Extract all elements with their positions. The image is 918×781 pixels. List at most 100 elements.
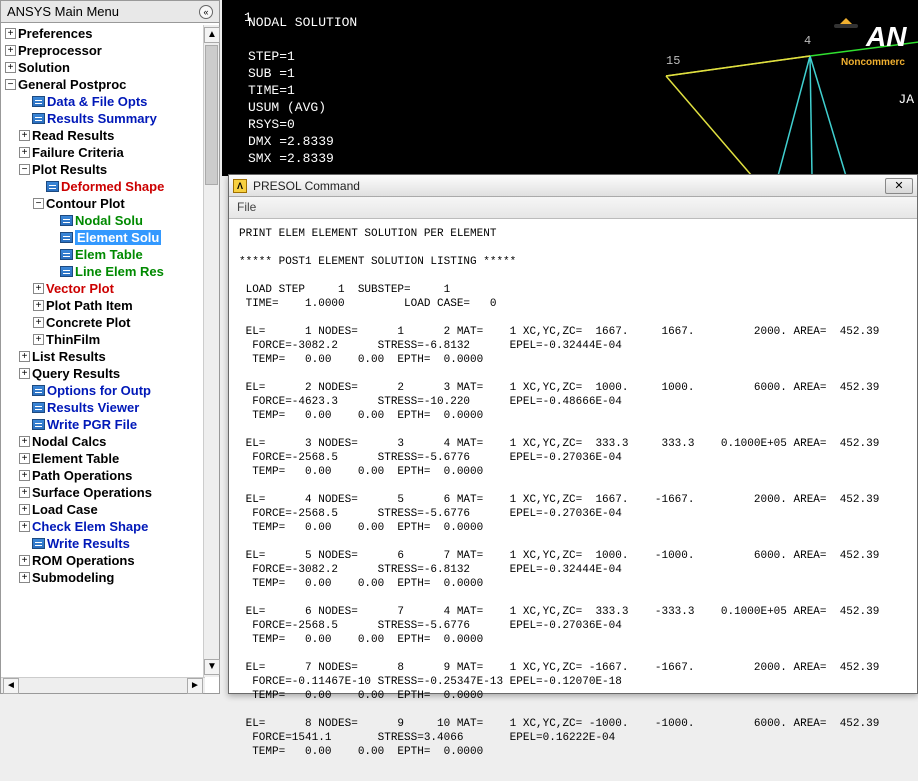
dialog-icon — [32, 538, 45, 549]
tree-item-label: Solution — [18, 60, 70, 75]
close-button[interactable]: ✕ — [885, 178, 913, 194]
menu-hscrollbar[interactable] — [1, 677, 205, 693]
tree-item[interactable]: +ROM Operations — [1, 552, 219, 569]
tree-item-label: Plot Path Item — [46, 298, 133, 313]
tree-item-label: Surface Operations — [32, 485, 152, 500]
expand-icon[interactable]: + — [5, 62, 16, 73]
tree-item[interactable]: Element Solu — [1, 229, 219, 246]
tree-item-label: Preferences — [18, 26, 92, 41]
expand-icon[interactable]: + — [19, 521, 30, 532]
expand-icon[interactable]: + — [19, 147, 30, 158]
tree-item-label: Concrete Plot — [46, 315, 131, 330]
tree-item[interactable]: −General Postproc — [1, 76, 219, 93]
tree-item[interactable]: Deformed Shape — [1, 178, 219, 195]
logo-text: AN — [865, 21, 907, 52]
expand-icon[interactable]: + — [19, 436, 30, 447]
tree-item[interactable]: +Element Table — [1, 450, 219, 467]
tree-item[interactable]: Write Results — [1, 535, 219, 552]
right-text: JA — [898, 92, 914, 107]
tree-item-label: ROM Operations — [32, 553, 135, 568]
tree-item-label: Data & File Opts — [47, 94, 147, 109]
expand-icon[interactable]: + — [19, 368, 30, 379]
tree-item-label: Nodal Calcs — [32, 434, 106, 449]
tree-item[interactable]: −Plot Results — [1, 161, 219, 178]
tree-item-label: Path Operations — [32, 468, 132, 483]
file-menu[interactable]: File — [237, 200, 256, 214]
tree-item[interactable]: +Solution — [1, 59, 219, 76]
dialog-icon — [32, 113, 45, 124]
menu-vscrollbar[interactable] — [203, 25, 219, 677]
dialog-icon — [32, 385, 45, 396]
tree-item[interactable]: +List Results — [1, 348, 219, 365]
expand-icon[interactable]: + — [5, 28, 16, 39]
expand-icon[interactable]: + — [19, 470, 30, 481]
dialog-icon — [60, 266, 73, 277]
tree-item[interactable]: Results Summary — [1, 110, 219, 127]
tree-item[interactable]: Options for Outp — [1, 382, 219, 399]
tree-item-label: Load Case — [32, 502, 98, 517]
tree-item[interactable]: +Surface Operations — [1, 484, 219, 501]
tree-item-label: Preprocessor — [18, 43, 102, 58]
tree-item[interactable]: +Path Operations — [1, 467, 219, 484]
expand-icon[interactable]: + — [33, 283, 44, 294]
tree-item[interactable]: Results Viewer — [1, 399, 219, 416]
tree-item-label: Nodal Solu — [75, 213, 143, 228]
expand-icon[interactable]: + — [33, 317, 44, 328]
expand-icon[interactable]: + — [33, 334, 44, 345]
expand-icon[interactable]: + — [33, 300, 44, 311]
tree-item-label: Plot Results — [32, 162, 107, 177]
presol-window: Λ PRESOL Command ✕ File PRINT ELEM ELEME… — [228, 174, 918, 694]
logo-subtitle: Noncommerc — [832, 57, 914, 68]
tree-item[interactable]: Data & File Opts — [1, 93, 219, 110]
menu-tree: +Preferences+Preprocessor+Solution−Gener… — [1, 23, 219, 663]
tree-item-label: Check Elem Shape — [32, 519, 148, 534]
tree-item[interactable]: +Failure Criteria — [1, 144, 219, 161]
expand-icon[interactable]: + — [19, 572, 30, 583]
tree-item-label: Submodeling — [32, 570, 114, 585]
tree-item-label: Element Solu — [75, 230, 161, 245]
tree-item[interactable]: +Check Elem Shape — [1, 518, 219, 535]
expand-icon[interactable]: + — [19, 351, 30, 362]
expand-icon[interactable]: + — [19, 487, 30, 498]
tree-item-label: Vector Plot — [46, 281, 114, 296]
expand-icon[interactable]: + — [19, 555, 30, 566]
scrollbar-thumb[interactable] — [205, 45, 218, 185]
expand-icon[interactable]: − — [19, 164, 30, 175]
tree-item[interactable]: Nodal Solu — [1, 212, 219, 229]
expand-icon[interactable]: − — [5, 79, 16, 90]
tree-item[interactable]: +Load Case — [1, 501, 219, 518]
tree-item-label: General Postproc — [18, 77, 126, 92]
tree-item[interactable]: +Plot Path Item — [1, 297, 219, 314]
tree-item-label: Element Table — [32, 451, 119, 466]
menu-title-bar: ANSYS Main Menu « — [1, 1, 219, 23]
tree-item[interactable]: Write PGR File — [1, 416, 219, 433]
expand-icon[interactable]: + — [19, 453, 30, 464]
dialog-icon — [46, 181, 59, 192]
tree-item[interactable]: +Submodeling — [1, 569, 219, 586]
tree-item[interactable]: +Preferences — [1, 25, 219, 42]
presol-titlebar[interactable]: Λ PRESOL Command ✕ — [229, 175, 917, 197]
truss-svg: 154MX — [222, 0, 918, 176]
tree-item[interactable]: Line Elem Res — [1, 263, 219, 280]
expand-icon[interactable]: + — [19, 130, 30, 141]
tree-item[interactable]: +Concrete Plot — [1, 314, 219, 331]
tree-item[interactable]: +Query Results — [1, 365, 219, 382]
tree-item-label: Write PGR File — [47, 417, 137, 432]
tree-item[interactable]: +Read Results — [1, 127, 219, 144]
tree-item[interactable]: −Contour Plot — [1, 195, 219, 212]
tree-item-label: Contour Plot — [46, 196, 125, 211]
expand-icon[interactable]: − — [33, 198, 44, 209]
tree-item-label: List Results — [32, 349, 106, 364]
tree-item[interactable]: +Preprocessor — [1, 42, 219, 59]
tree-item[interactable]: +Nodal Calcs — [1, 433, 219, 450]
tree-item[interactable]: +Vector Plot — [1, 280, 219, 297]
tree-item-label: Query Results — [32, 366, 120, 381]
tree-item-label: Write Results — [47, 536, 130, 551]
tree-item[interactable]: +ThinFilm — [1, 331, 219, 348]
graphics-viewport: 1 NODAL SOLUTION STEP=1SUB =1TIME=1USUM … — [222, 0, 918, 176]
tree-item[interactable]: Elem Table — [1, 246, 219, 263]
tree-item-label: Deformed Shape — [61, 179, 164, 194]
expand-icon[interactable]: + — [19, 504, 30, 515]
expand-icon[interactable]: + — [5, 45, 16, 56]
collapse-icon[interactable]: « — [199, 5, 213, 19]
